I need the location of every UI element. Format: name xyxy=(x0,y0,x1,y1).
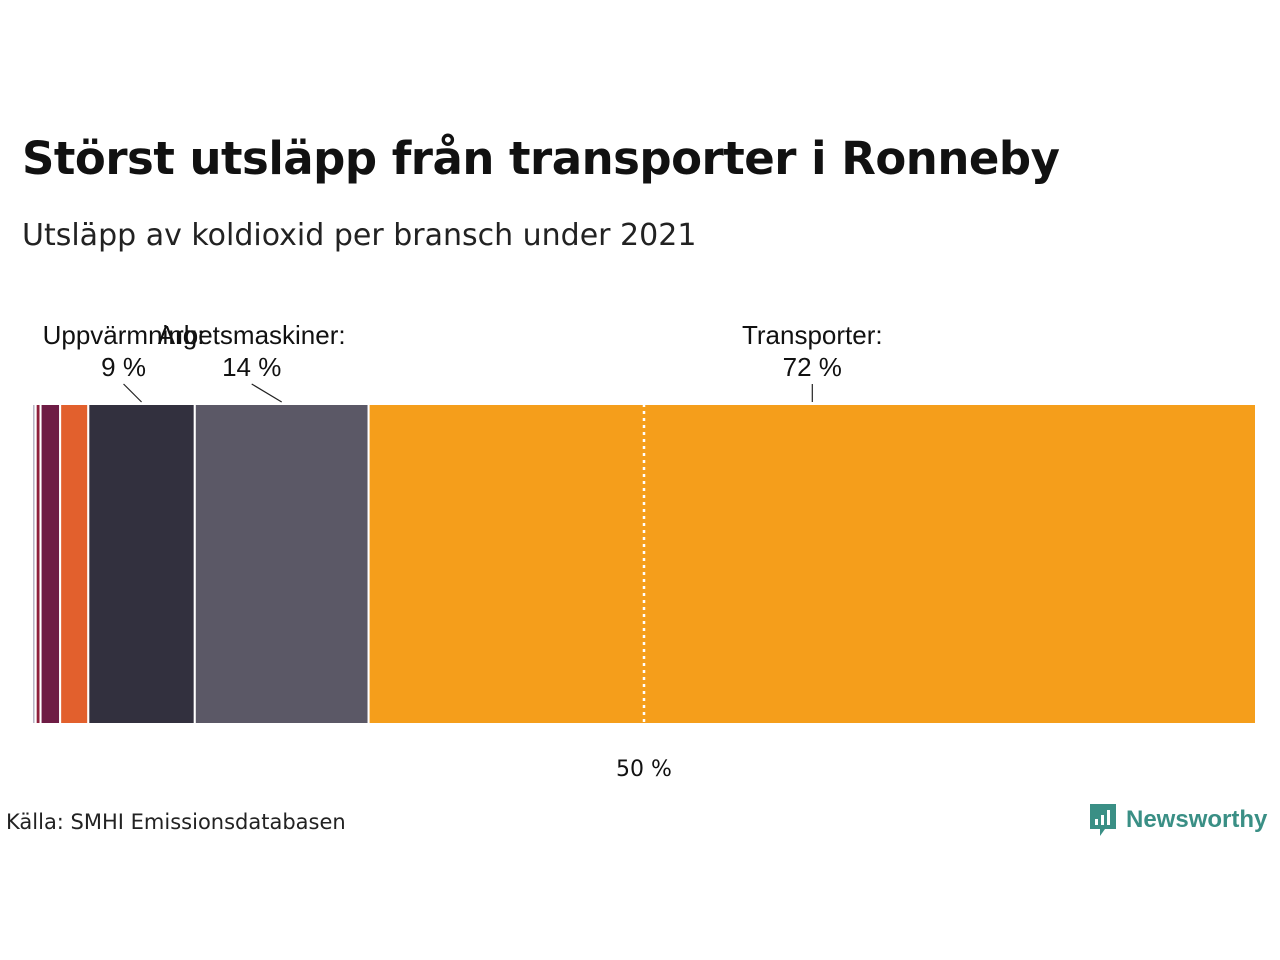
segment-value-label-6: 72 % xyxy=(783,352,842,382)
chart-subtitle: Utsläpp av koldioxid per bransch under 2… xyxy=(22,218,697,253)
brand-name: Newsworthy xyxy=(1126,806,1268,833)
bar-segments xyxy=(31,403,1258,725)
bar-segment-4 xyxy=(87,403,196,725)
segment-label-5: Arbetsmaskiner: xyxy=(158,320,346,350)
bar-segment-5 xyxy=(193,403,370,725)
brand-logo: Newsworthy xyxy=(1088,802,1267,838)
segment-label-4: Uppvärmning: xyxy=(43,320,205,350)
bar-segment-3 xyxy=(59,403,90,725)
reference-line-group: 50 % xyxy=(616,404,672,782)
chart-title: Störst utsläpp från transporter i Ronneb… xyxy=(22,132,1060,185)
source-note: Källa: SMHI Emissionsdatabasen xyxy=(6,810,346,834)
bar-segment-6 xyxy=(367,403,1258,725)
leader-line-4 xyxy=(123,383,142,403)
reference-line-label: 50 % xyxy=(616,757,672,782)
segment-value-label-5: 14 % xyxy=(222,352,281,382)
stacked-bar-chart: Uppvärmning:9 % Arbetsmaskiner:14 % Transp… xyxy=(31,320,1258,782)
segment-label-6: Transporter: xyxy=(742,320,883,350)
segment-labels: Uppvärmning:9 % Arbetsmaskiner:14 % Transp… xyxy=(43,320,883,403)
newsworthy-logo-icon xyxy=(1090,804,1116,836)
leader-line-5 xyxy=(251,383,283,403)
bar-segment-2 xyxy=(39,403,62,725)
segment-value-label-4: 9 % xyxy=(101,352,146,382)
